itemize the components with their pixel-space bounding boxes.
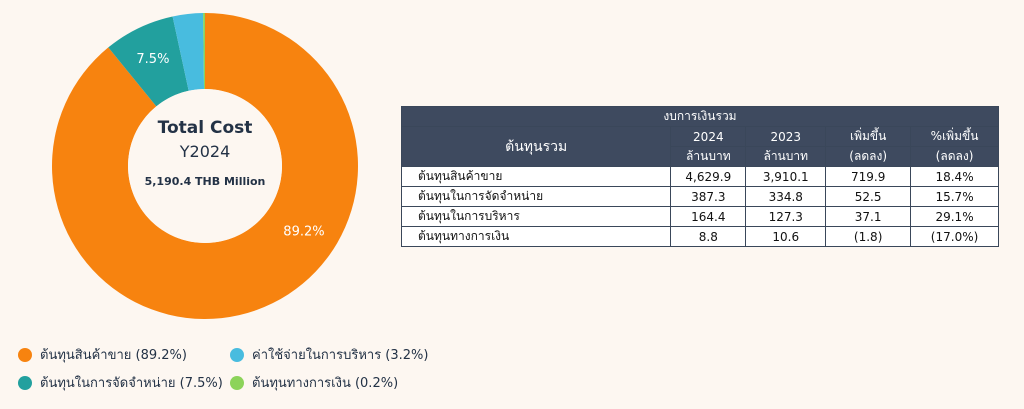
cell: 164.4 xyxy=(670,206,747,227)
slice-cogs xyxy=(52,13,359,319)
cell: 18.4% xyxy=(910,166,999,187)
center-total: 5,190.4 THB Million xyxy=(144,175,266,188)
col-subheader: (ลดลง) xyxy=(825,146,912,167)
slice-admin xyxy=(172,13,205,91)
row-label: ต้นทุนทางการเงิน xyxy=(400,226,672,247)
cost-donut-chart: 89.2% 7.5% xyxy=(52,13,359,319)
center-year: Y2024 xyxy=(179,142,231,161)
slice-finance xyxy=(203,13,205,90)
cost-table: งบการเงินรวม ต้นทุนรวม 2024 2023 เพิ่มขึ… xyxy=(400,106,999,247)
table-row: ต้นทุนทางการเงิน 8.8 10.6 (1.8) (17.0%) xyxy=(400,226,999,247)
legend-item-cogs: ต้นทุนสินค้าขาย (89.2%) xyxy=(18,344,187,365)
legend-label: ต้นทุนทางการเงิน (0.2%) xyxy=(252,376,399,391)
legend-label: ต้นทุนสินค้าขาย (89.2%) xyxy=(40,348,187,363)
slice-label: 7.5% xyxy=(136,52,169,67)
col-header: 2024 xyxy=(670,126,747,147)
cell: 29.1% xyxy=(910,206,999,227)
legend-swatch xyxy=(230,375,244,390)
legend-swatch xyxy=(230,347,244,362)
donut-hole xyxy=(128,89,282,243)
cell: (17.0%) xyxy=(910,226,999,247)
cell: 3,910.1 xyxy=(745,166,827,187)
col-header: 2023 xyxy=(745,126,827,147)
legend-label: ต้นทุนในการจัดจำหน่าย (7.5%) xyxy=(40,376,223,391)
table-row: ต้นทุนในการจัดจำหน่าย 387.3 334.8 52.5 1… xyxy=(400,186,999,207)
col-subheader: (ลดลง) xyxy=(910,146,999,167)
legend-swatch xyxy=(18,347,32,362)
cell: 719.9 xyxy=(825,166,912,187)
table-title: งบการเงินรวม xyxy=(401,106,999,127)
cell: 127.3 xyxy=(745,206,827,227)
cell: 8.8 xyxy=(670,226,747,247)
table-row: ต้นทุนในการบริหาร 164.4 127.3 37.1 29.1% xyxy=(400,206,999,227)
legend-item-admin: ค่าใช้จ่ายในการบริหาร (3.2%) xyxy=(230,344,428,365)
cell: (1.8) xyxy=(825,226,912,247)
col-header: %เพิ่มขึ้น xyxy=(910,126,999,147)
cell: 15.7% xyxy=(910,186,999,207)
row-label: ต้นทุนในการบริหาร xyxy=(400,206,672,227)
cell: 387.3 xyxy=(670,186,747,207)
col-subheader: ล้านบาท xyxy=(670,146,747,167)
row-label: ต้นทุนในการจัดจำหน่าย xyxy=(400,186,672,207)
cell: 10.6 xyxy=(745,226,827,247)
donut-center-label: Total Cost Y2024 5,190.4 THB Million xyxy=(120,118,290,188)
center-title: Total Cost xyxy=(157,118,253,138)
cell: 37.1 xyxy=(825,206,912,227)
row-label: ต้นทุนสินค้าขาย xyxy=(400,166,672,187)
table-row: ต้นทุนสินค้าขาย 4,629.9 3,910.1 719.9 18… xyxy=(400,166,999,187)
col-header: เพิ่มขึ้น xyxy=(825,126,912,147)
legend-swatch xyxy=(18,375,32,390)
cell: 52.5 xyxy=(825,186,912,207)
legend-item-finance: ต้นทุนทางการเงิน (0.2%) xyxy=(230,372,398,393)
slice-distribution xyxy=(108,16,189,107)
row-header: ต้นทุนรวม xyxy=(400,126,672,167)
col-subheader: ล้านบาท xyxy=(745,146,827,167)
legend-label: ค่าใช้จ่ายในการบริหาร (3.2%) xyxy=(252,348,429,363)
legend-item-distribution: ต้นทุนในการจัดจำหน่าย (7.5%) xyxy=(18,372,223,393)
slice-label: 89.2% xyxy=(283,224,324,239)
cell: 4,629.9 xyxy=(670,166,747,187)
cell: 334.8 xyxy=(745,186,827,207)
